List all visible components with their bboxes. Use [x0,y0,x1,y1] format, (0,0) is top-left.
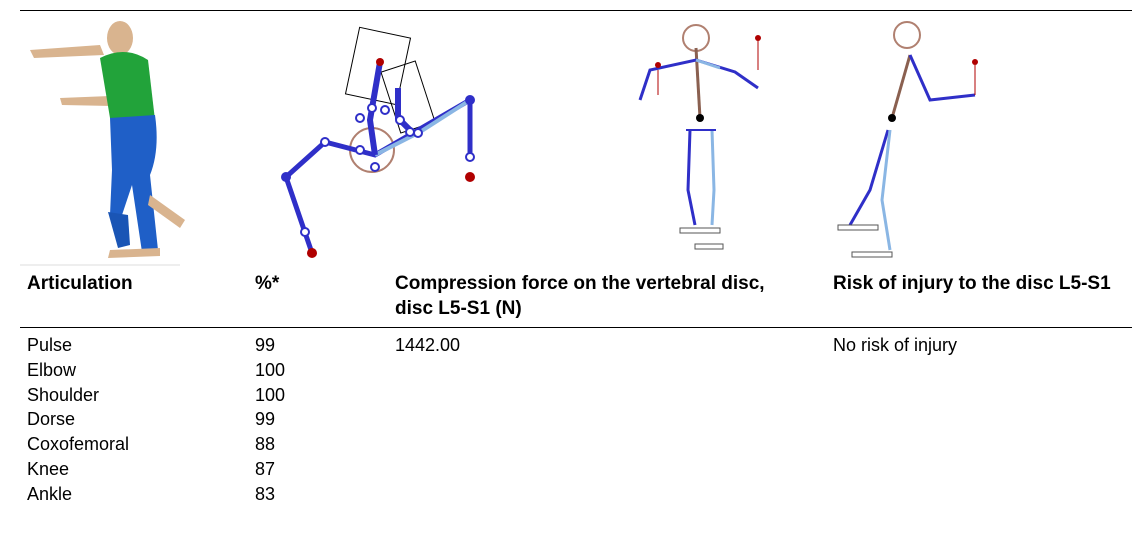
percent-cell: 100 [255,359,286,380]
header-rule [20,327,1132,328]
articulation-cell: Coxofemoral [27,434,130,455]
stick-figure-side [281,26,475,258]
articulation-cell: Elbow [27,359,77,380]
top-rule [20,10,1132,11]
percent-cell: 100 [255,384,286,405]
risk: No risk of injury [833,335,958,355]
articulation-cell: Ankle [27,483,73,504]
compression-force: 1442.00 [395,335,461,355]
percent-cell: 99 [255,335,276,355]
percent-cell: 83 [255,483,276,504]
header-cell: Compression force on the vertebral disc,… [395,273,765,319]
articulation-cell: Dorse [27,409,76,430]
stick-figure-front [638,24,761,250]
percent-cell: 99 [255,409,276,430]
articulation-cell: Knee [27,459,70,479]
percent-cell: 87 [255,459,276,479]
articulation-cell: Shoulder [27,384,100,405]
figures [20,21,978,266]
header-cell: Articulation [27,273,133,294]
articulation-cell: Pulse [27,335,73,355]
percent-cell: 88 [255,434,276,455]
stick-figure-lean [837,21,978,258]
header-cell: Risk of injury to the disc L5-S1 [833,273,1111,294]
header-cell: %* [255,273,280,294]
human-figure [20,21,185,266]
